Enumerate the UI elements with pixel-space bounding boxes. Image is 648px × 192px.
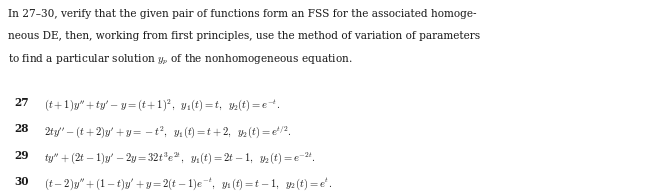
Text: $2ty'' - (t+2)y' + y = -t^2,\;\; y_1(t) = t+2,\;\; y_2(t) = e^{t/2}.$: $2ty'' - (t+2)y' + y = -t^2,\;\; y_1(t) … <box>44 123 292 140</box>
Text: to find a particular solution $y_p$ of the nonhomogeneous equation.: to find a particular solution $y_p$ of t… <box>8 53 353 67</box>
Text: $ty'' + (2t-1)y' - 2y = 32t^3e^{2t},\;\; y_1(t) = 2t-1,\;\; y_2(t) = e^{-2t}.$: $ty'' + (2t-1)y' - 2y = 32t^3e^{2t},\;\;… <box>44 150 316 166</box>
Text: 27: 27 <box>14 97 29 108</box>
Text: $(t+1)y'' + ty' - y = (t+1)^2,\;\; y_1(t) = t,\;\; y_2(t) = e^{-t}.$: $(t+1)y'' + ty' - y = (t+1)^2,\;\; y_1(t… <box>44 97 281 113</box>
Text: In 27–30, verify that the given pair of functions form an FSS for the associated: In 27–30, verify that the given pair of … <box>8 9 476 19</box>
Text: 30: 30 <box>14 176 29 187</box>
Text: 29: 29 <box>14 150 29 161</box>
Text: neous DE, then, working from first principles, use the method of variation of pa: neous DE, then, working from first princ… <box>8 31 480 41</box>
Text: $(t-2)y'' + (1-t)y' + y = 2(t-1)e^{-t},\;\; y_1(t) = t-1,\;\; y_2(t) = e^{t}.$: $(t-2)y'' + (1-t)y' + y = 2(t-1)e^{-t},\… <box>44 176 332 192</box>
Text: 28: 28 <box>14 123 29 134</box>
